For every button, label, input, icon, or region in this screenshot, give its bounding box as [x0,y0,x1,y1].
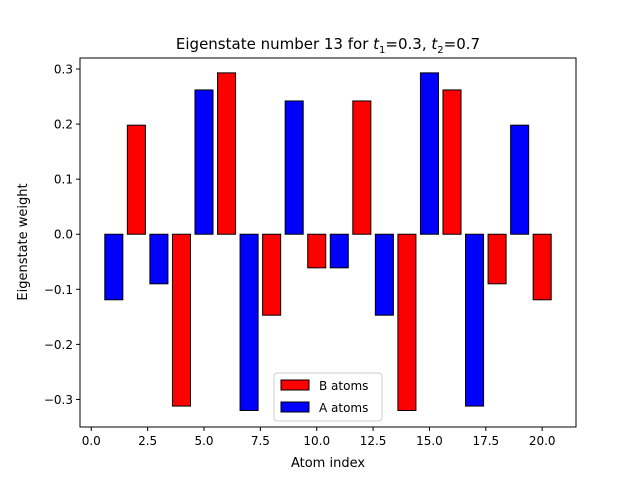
legend-swatch-b-atoms [280,379,310,391]
x-tick-label: 17.5 [472,434,499,448]
y-axis-ticks: −0.3 −0.2 −0.1 0.0 0.1 0.2 0.3 [44,63,80,407]
x-tick-label: 10.0 [303,434,330,448]
bar-b-atoms-14 [397,233,417,411]
plot-frame [79,57,577,428]
bar-a-atoms-15 [419,72,439,235]
bar-a-atoms-9 [284,100,304,235]
legend-swatch-a-atoms [280,401,310,413]
y-tick-label: −0.1 [44,283,73,297]
bar-b-atoms-18 [487,233,507,285]
bar-b-atoms-10 [307,233,327,269]
bar-a-atoms-17 [465,233,485,407]
chart-title: Eigenstate number 13 for t1=0.3, t2=0.7 [176,35,480,56]
bar-b-atoms-8 [262,233,282,316]
y-tick-label: −0.3 [44,393,73,407]
bar-a-atoms-5 [194,89,214,235]
legend-label-a-atoms: A atoms [319,401,368,415]
x-tick-label: 15.0 [416,434,443,448]
x-tick-label: 5.0 [194,434,213,448]
bar-b-atoms-4 [171,233,191,407]
bar-a-atoms-1 [104,233,124,301]
bar-b-atoms-2 [126,124,146,235]
x-tick-label: 7.5 [251,434,270,448]
x-tick-label: 2.5 [138,434,157,448]
x-axis-ticks: 0.0 2.5 5.0 7.5 10.0 12.5 15.0 17.5 20.0 [82,427,556,448]
bar-b-atoms-12 [352,100,372,235]
bar-b-atoms-16 [442,89,462,235]
x-tick-label: 12.5 [360,434,387,448]
x-axis-label: Atom index [291,456,365,471]
bar-b-atoms-20 [532,233,552,301]
bar-a-atoms-7 [239,233,259,411]
y-tick-label: 0.0 [54,228,73,242]
y-tick-label: 0.1 [54,173,73,187]
bar-a-atoms-13 [374,233,394,316]
legend: B atoms A atoms [273,372,383,422]
y-tick-label: 0.3 [54,63,73,77]
bar-a-atoms-3 [149,233,169,285]
bar-b-atoms-6 [217,72,237,235]
y-tick-label: 0.2 [54,118,73,132]
y-tick-label: −0.2 [44,338,73,352]
bar-a-atoms-19 [510,124,530,235]
x-tick-label: 0.0 [82,434,101,448]
bars-group [104,72,552,411]
bar-a-atoms-11 [329,233,349,269]
x-tick-label: 20.0 [529,434,556,448]
legend-label-b-atoms: B atoms [319,379,368,393]
y-axis-label: Eigenstate weight [16,183,31,300]
